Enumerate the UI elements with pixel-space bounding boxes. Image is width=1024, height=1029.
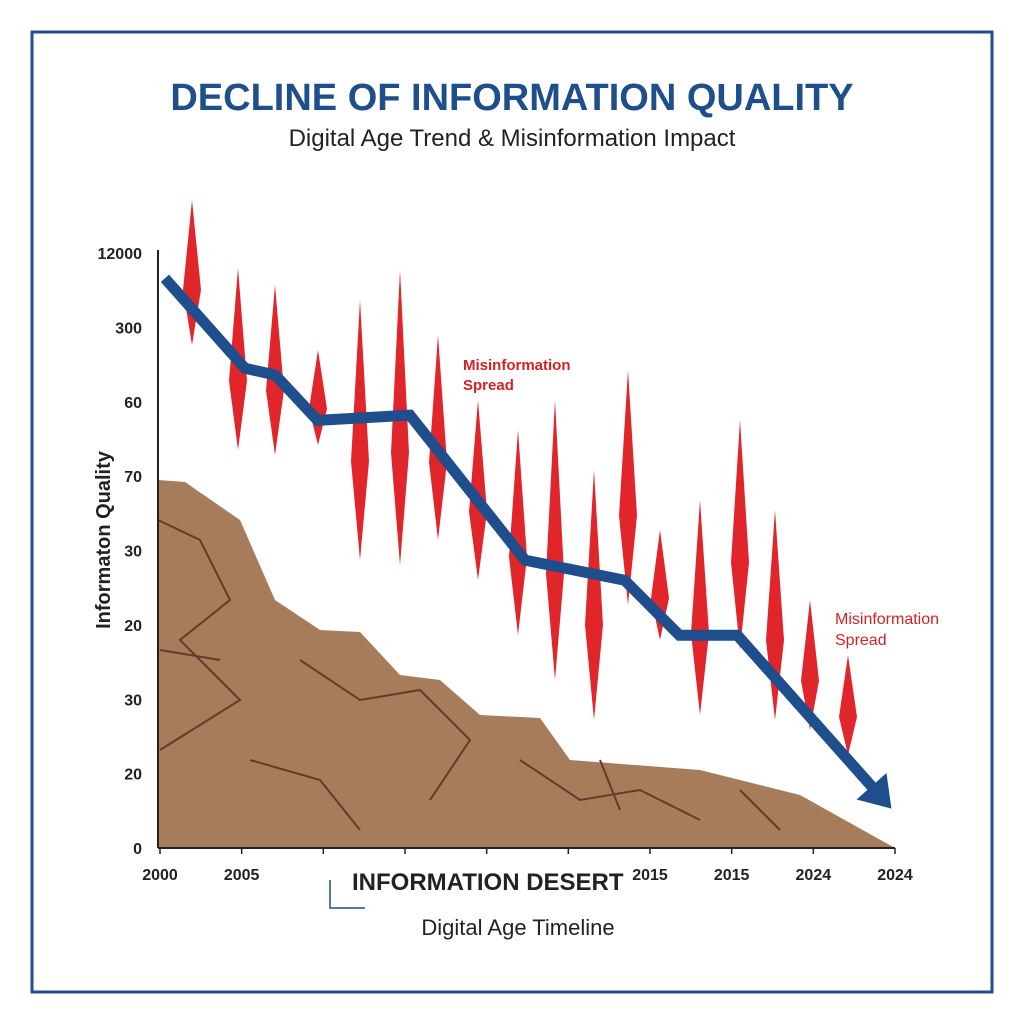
annotation: Misinformation [835,611,939,628]
annotation: Misinformation [463,357,571,374]
x-tick-label: 2000 [142,867,178,884]
x-tick-label: 2024 [796,867,832,884]
y-tick-label: 60 [124,395,142,412]
annotation: Spread [835,632,887,649]
y-tick-label: 20 [124,618,142,635]
y-tick-label: 70 [124,469,142,486]
spike [801,600,819,730]
spike [469,400,487,580]
desert-arrow [329,880,365,909]
x-tick-label: 2015 [714,867,750,884]
spike [585,470,603,720]
y-axis-label: Informaton Quality [93,450,115,629]
y-tick-label: 30 [124,692,142,709]
trend-line [160,274,884,799]
spike [546,400,564,680]
cracks [157,519,781,831]
annotation: Spread [463,377,514,394]
chart-title: DECLINE OF INFORMATION QUALITY [170,77,853,119]
desert-label: INFORMATION DESERT [352,869,624,896]
y-tick-label: 0 [133,841,142,858]
y-tick-label: 300 [115,320,142,337]
y-tick-label: 12000 [98,246,143,263]
terrain [157,480,895,848]
x-tick-label: 2015 [632,867,668,884]
y-tick-label: 30 [124,544,142,561]
misinformation-spikes [183,200,857,755]
spike [619,370,637,605]
spike [839,655,857,755]
x-tick-label: 2005 [224,867,260,884]
x-axis-label: Digital Age Timeline [421,915,614,940]
spike [351,300,369,560]
spike [691,500,709,715]
spike [429,335,447,540]
spike [731,420,749,650]
desert-ground [158,480,895,848]
x-tick-label: 2024 [877,867,913,884]
arrow-head [856,772,892,809]
chart-subtitle: Digital Age Trend & Misinformation Impac… [289,125,736,152]
spike [509,430,527,635]
y-tick-label: 20 [124,767,142,784]
